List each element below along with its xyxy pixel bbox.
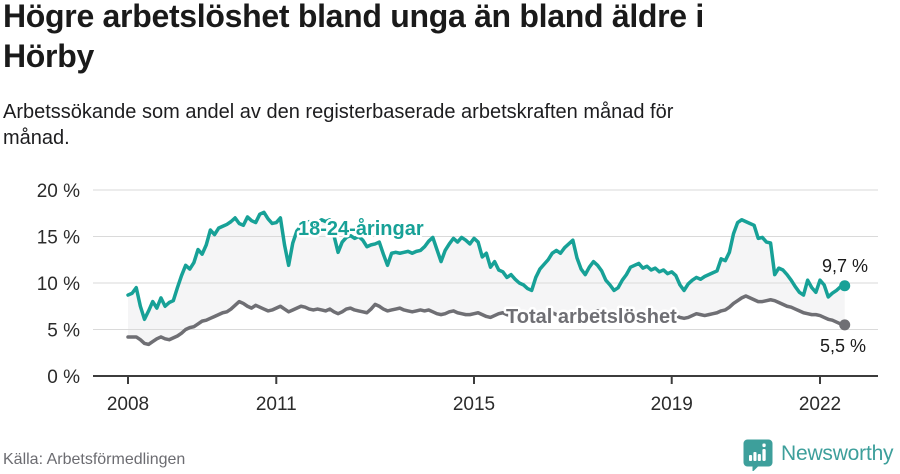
between-series-area [128,212,845,345]
series-label-youth: 18-24-åringar [298,217,424,240]
x-tick-label: 2011 [256,394,297,415]
x-tick-label: 2022 [799,394,841,415]
y-tick-label: 0 % [47,367,80,388]
series-line-total [126,294,847,347]
x-tick-label: 2019 [651,394,693,415]
y-tick-label: 10 % [37,274,80,295]
x-tick-label: 2015 [453,394,495,415]
y-tick-label: 5 % [47,321,80,342]
y-tick-label: 20 % [37,181,80,202]
newsworthy-logo[interactable]: Newsworthy [741,437,894,471]
series-label-total: Total arbetslöshet [506,306,677,328]
series-line-youth [126,210,847,322]
line-chart: 2008 2011 2015 2019 2022 0 % 5 % 10 % 15 % 20 % 18… [0,158,900,442]
source-note: Källa: Arbetsförmedlingen [3,451,186,468]
end-value-label-youth: 9,7 % [822,256,868,276]
series-end-dot-total [839,319,851,331]
end-value-label-total: 5,5 % [820,336,866,356]
newsworthy-logo-text: Newsworthy [781,442,894,465]
newsworthy-logo-icon [743,439,773,471]
series-end-dot-youth [839,280,851,292]
chart-subtitle: Arbetssökande som andel av den registerb… [3,101,674,149]
line-chart-svg: 2008 2011 2015 2019 2022 0 % 5 % 10 % 15 % 20 % 18… [37,181,878,415]
y-tick-label: 15 % [37,228,80,249]
x-tick-label: 2008 [107,394,149,415]
chart-title: Högre arbetslöshet bland unga än bland ä… [3,0,704,74]
